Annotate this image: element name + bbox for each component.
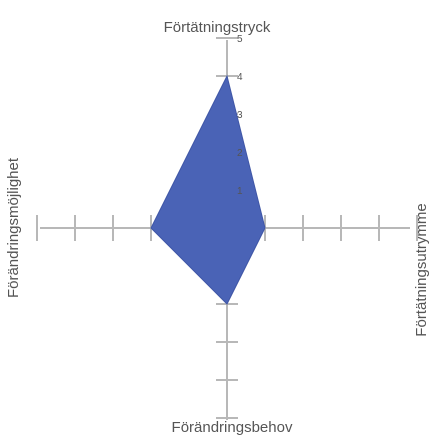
axis-label-left: Förändringsmöjlighet	[5, 157, 22, 298]
axis-label-top: Förtätningstryck	[164, 19, 271, 36]
tick-label-2: 2	[237, 148, 243, 159]
tick-label-5: 5	[237, 34, 243, 45]
tick-label-1: 1	[237, 186, 243, 197]
axis-label-bottom: Förändringsbehov	[172, 419, 293, 436]
tick-label-4: 4	[237, 72, 243, 83]
tick-label-3: 3	[237, 110, 243, 121]
tick-labels: 1 2 3 4 5	[237, 34, 243, 197]
axis-label-right: Förtätningsutrymme	[413, 203, 430, 336]
data-polygon	[150, 74, 266, 305]
